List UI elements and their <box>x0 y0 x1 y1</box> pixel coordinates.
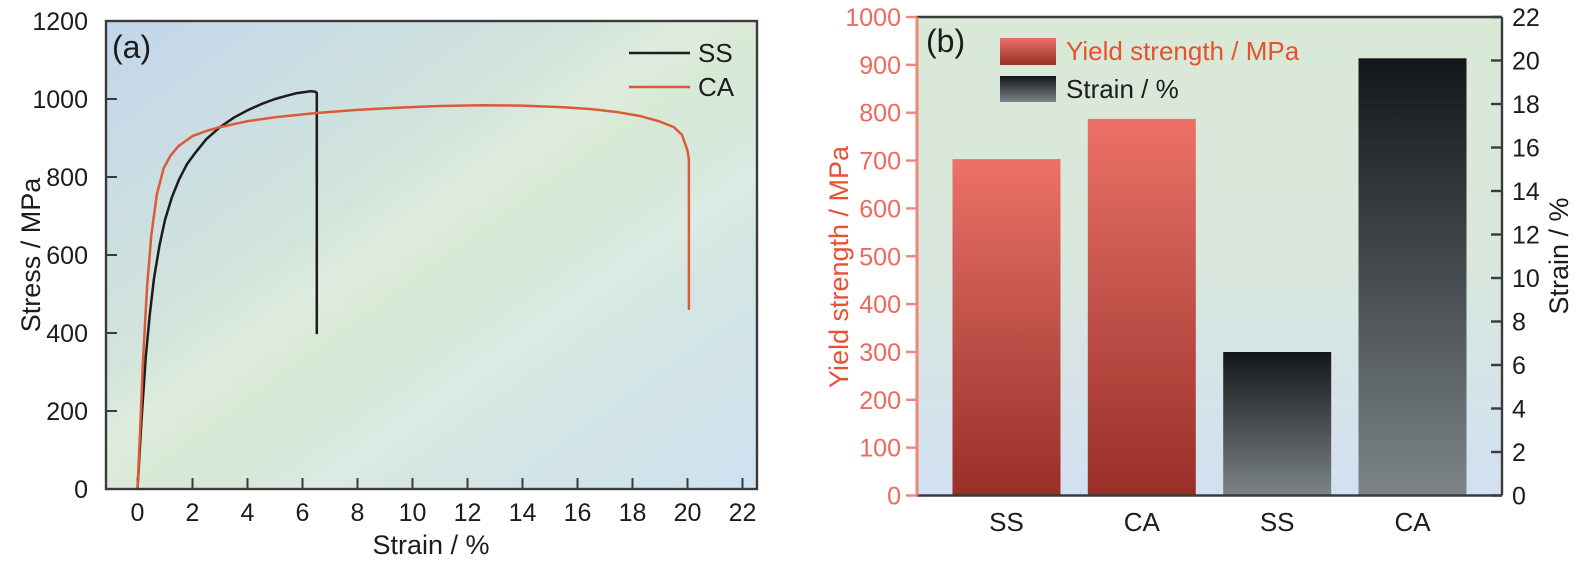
b-left-tick-label: 900 <box>859 52 901 80</box>
b-left-tick-label: 700 <box>859 148 901 176</box>
b-right-tick-label: 2 <box>1512 439 1526 467</box>
bar-ss-yield-strength <box>952 159 1061 495</box>
panel-a-legend: SS CA <box>629 38 735 102</box>
legend-label-yield-strength: Yield strength / MPa <box>1066 36 1300 66</box>
x-tick-label: 10 <box>399 499 427 527</box>
bar-category-label: CA <box>1124 507 1161 537</box>
b-right-tick-label: 14 <box>1512 178 1540 206</box>
b-left-tick-label: 500 <box>859 243 901 271</box>
panel-a-curves <box>136 89 691 491</box>
panel-b-legend: Yield strength / MPa Strain / % <box>1000 36 1300 104</box>
panel-b: 0 100 200 300 400 500 600 700 800 900 1000 0 2 4 6 8 10 1… <box>824 4 1574 537</box>
b-right-tick-label: 10 <box>1512 265 1540 293</box>
b-left-tick-label: 0 <box>887 483 901 511</box>
b-left-tick-label: 200 <box>859 387 901 415</box>
bar-ca-yield-strength <box>1087 118 1196 495</box>
x-tick-label: 22 <box>729 499 757 527</box>
y-tick-label: 1000 <box>32 86 88 114</box>
x-tick-label: 20 <box>674 499 702 527</box>
panel-a-axes-box <box>104 19 759 491</box>
legend-swatch-yield-strength <box>1000 38 1056 65</box>
legend-label-strain: Strain / % <box>1066 74 1179 104</box>
b-left-tick-label: 800 <box>859 100 901 128</box>
curve-ca <box>136 103 691 491</box>
b-right-tick-label: 0 <box>1512 483 1526 511</box>
legend-label-ca: CA <box>698 72 735 102</box>
legend-swatch-strain <box>1000 76 1056 102</box>
bar-ss-strain <box>1223 352 1332 495</box>
b-right-tick-label: 8 <box>1512 309 1526 337</box>
x-tick-label: 2 <box>186 499 200 527</box>
legend-label-ss: SS <box>698 38 733 68</box>
bar-ca-strain <box>1358 58 1467 495</box>
x-tick-label: 6 <box>296 499 310 527</box>
b-right-tick-label: 22 <box>1512 4 1540 32</box>
panel-a-y-axis-title: Stress / MPa <box>16 177 46 333</box>
b-right-tick-label: 12 <box>1512 222 1540 250</box>
panel-b-ticks: 0 100 200 300 400 500 600 700 800 900 1000 0 2 4 6 8 10 1… <box>845 4 1540 511</box>
x-tick-label: 14 <box>509 499 537 527</box>
panel-a-streak-overlay <box>106 21 757 489</box>
panel-b-right-axis-title: Strain / % <box>1544 197 1574 314</box>
b-left-tick-label: 1000 <box>845 4 901 32</box>
b-left-tick-label: 600 <box>859 195 901 223</box>
x-tick-label: 4 <box>241 499 255 527</box>
b-right-tick-label: 16 <box>1512 135 1540 163</box>
y-tick-label: 400 <box>46 320 88 348</box>
b-left-tick-label: 400 <box>859 291 901 319</box>
y-tick-label: 600 <box>46 242 88 270</box>
panel-b-left-axis-title: Yield strength / MPa <box>824 145 854 388</box>
b-right-tick-label: 4 <box>1512 396 1526 424</box>
x-tick-label: 16 <box>564 499 592 527</box>
y-tick-label: 0 <box>74 476 88 504</box>
b-right-tick-label: 6 <box>1512 352 1526 380</box>
panel-b-bars <box>952 58 1467 495</box>
panel-a-x-axis-title: Strain / % <box>372 530 489 560</box>
x-tick-label: 12 <box>454 499 482 527</box>
x-tick-label: 0 <box>131 499 145 527</box>
b-right-tick-label: 20 <box>1512 48 1540 76</box>
x-tick-label: 8 <box>351 499 365 527</box>
y-tick-label: 1200 <box>32 8 88 36</box>
b-right-tick-label: 18 <box>1512 91 1540 119</box>
bar-category-label: SS <box>1260 507 1295 537</box>
y-tick-label: 200 <box>46 398 88 426</box>
bar-category-label: SS <box>989 507 1024 537</box>
b-left-tick-label: 300 <box>859 339 901 367</box>
b-left-tick-label: 100 <box>859 435 901 463</box>
curve-ss <box>136 89 319 491</box>
panel-a-label: (a) <box>112 29 151 65</box>
panel-a-ticks: 0 2 4 6 8 10 12 14 16 18 20 22 0 200 400 600 800 1000 1200 <box>32 8 756 527</box>
y-tick-label: 800 <box>46 164 88 192</box>
panel-b-category-labels: SS CA SS CA <box>989 507 1431 537</box>
x-tick-label: 18 <box>619 499 647 527</box>
panel-a: 0 2 4 6 8 10 12 14 16 18 20 22 0 200 400 600 800 1000 1200… <box>16 8 759 560</box>
panel-b-label: (b) <box>926 23 965 59</box>
bar-category-label: CA <box>1394 507 1431 537</box>
